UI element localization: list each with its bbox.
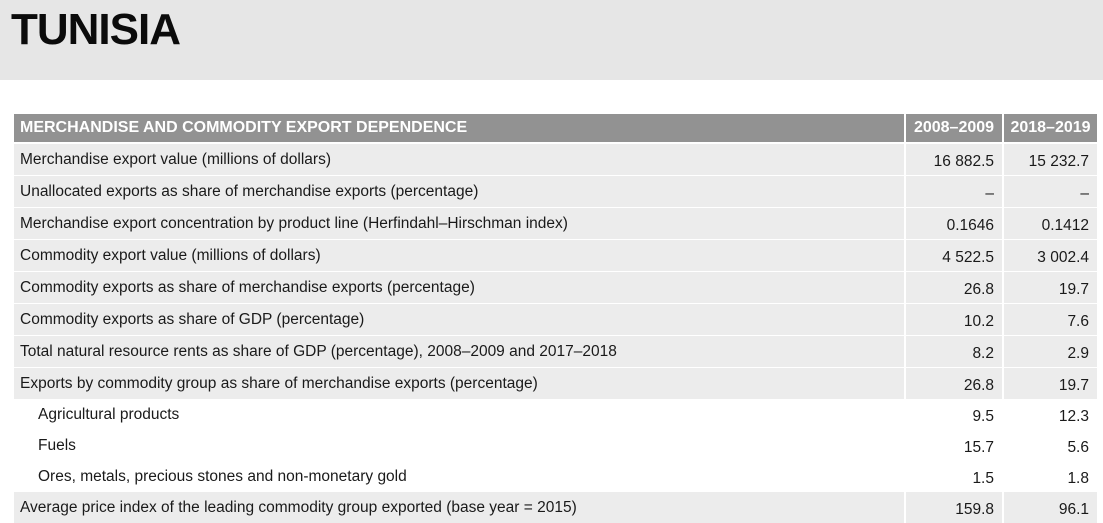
row-label: Average price index of the leading commo…	[14, 492, 904, 523]
row-label: Exports by commodity group as share of m…	[14, 368, 904, 399]
value-2018-2019: 5.6	[1004, 430, 1097, 461]
table-heading: MERCHANDISE AND COMMODITY EXPORT DEPENDE…	[14, 114, 904, 142]
value-2008-2009: 26.8	[906, 272, 1002, 303]
table-row: Exports by commodity group as share of m…	[14, 367, 1097, 399]
value-2008-2009: 4 522.5	[906, 240, 1002, 271]
table-row: Commodity exports as share of GDP (perce…	[14, 303, 1097, 335]
value-2008-2009: 16 882.5	[906, 144, 1002, 175]
table-row: Unallocated exports as share of merchand…	[14, 175, 1097, 207]
value-2018-2019: –	[1004, 176, 1097, 207]
column-header-2008-2009: 2008–2009	[906, 114, 1002, 142]
row-label: Fuels	[14, 430, 904, 461]
table-row: Merchandise export value (millions of do…	[14, 144, 1097, 175]
value-2008-2009: 10.2	[906, 304, 1002, 335]
value-2018-2019: 2.9	[1004, 336, 1097, 367]
table-row: Commodity exports as share of merchandis…	[14, 271, 1097, 303]
table-row: Average price index of the leading commo…	[14, 492, 1097, 523]
value-2008-2009: 26.8	[906, 368, 1002, 399]
value-2018-2019: 19.7	[1004, 368, 1097, 399]
table-row: Total natural resource rents as share of…	[14, 335, 1097, 367]
value-2018-2019: 0.1412	[1004, 208, 1097, 239]
row-label: Unallocated exports as share of merchand…	[14, 176, 904, 207]
table-header-row: MERCHANDISE AND COMMODITY EXPORT DEPENDE…	[14, 114, 1097, 142]
table-row: Ores, metals, precious stones and non-mo…	[14, 461, 1097, 492]
country-title: TUNISIA	[11, 5, 181, 54]
row-label: Total natural resource rents as share of…	[14, 336, 904, 367]
value-2008-2009: 1.5	[906, 461, 1002, 492]
row-label: Commodity export value (millions of doll…	[14, 240, 904, 271]
row-label: Merchandise export concentration by prod…	[14, 208, 904, 239]
row-label: Commodity exports as share of GDP (perce…	[14, 304, 904, 335]
table-row: Agricultural products 9.5 12.3	[14, 399, 1097, 430]
value-2018-2019: 96.1	[1004, 492, 1097, 523]
value-2018-2019: 19.7	[1004, 272, 1097, 303]
row-label: Ores, metals, precious stones and non-mo…	[14, 461, 904, 492]
row-label: Agricultural products	[14, 399, 904, 430]
table-row: Commodity export value (millions of doll…	[14, 239, 1097, 271]
value-2008-2009: –	[906, 176, 1002, 207]
row-label: Commodity exports as share of merchandis…	[14, 272, 904, 303]
value-2008-2009: 159.8	[906, 492, 1002, 523]
value-2018-2019: 12.3	[1004, 399, 1097, 430]
export-dependence-table: MERCHANDISE AND COMMODITY EXPORT DEPENDE…	[14, 114, 1097, 523]
row-label: Merchandise export value (millions of do…	[14, 144, 904, 175]
value-2008-2009: 8.2	[906, 336, 1002, 367]
value-2018-2019: 7.6	[1004, 304, 1097, 335]
table-row: Merchandise export concentration by prod…	[14, 207, 1097, 239]
value-2018-2019: 1.8	[1004, 461, 1097, 492]
value-2008-2009: 9.5	[906, 399, 1002, 430]
column-header-2018-2019: 2018–2019	[1004, 114, 1097, 142]
table-row: Fuels 15.7 5.6	[14, 430, 1097, 461]
value-2008-2009: 15.7	[906, 430, 1002, 461]
country-header: TUNISIA	[0, 0, 1103, 80]
value-2018-2019: 3 002.4	[1004, 240, 1097, 271]
value-2008-2009: 0.1646	[906, 208, 1002, 239]
value-2018-2019: 15 232.7	[1004, 144, 1097, 175]
